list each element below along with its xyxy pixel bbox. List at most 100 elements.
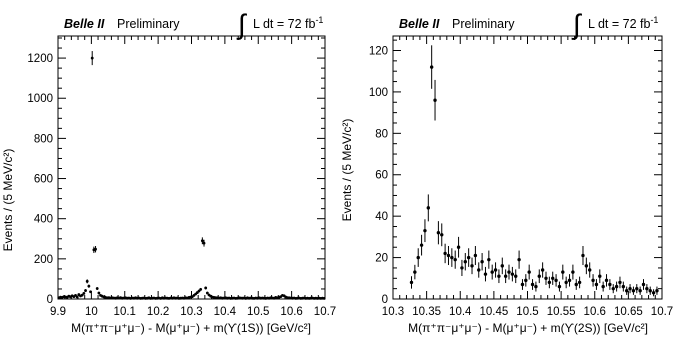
marker [554, 278, 558, 283]
marker [87, 284, 91, 288]
right-x-tick-label: 10.55 [547, 306, 576, 318]
marker [205, 291, 209, 295]
panel-right: Belle II Preliminary ∫ L dt = 72 fb-1 10… [340, 9, 673, 335]
marker [500, 264, 504, 268]
data-point [490, 264, 494, 280]
marker [621, 284, 626, 289]
marker [90, 56, 94, 60]
data-point [443, 243, 447, 264]
marker [584, 264, 589, 268]
axes-left: 9.9 10 10.1 10.2 10.3 10.4 10.5 10.6 10.7 0 200 400… [27, 36, 336, 318]
left-y-tick-label: 0 [47, 294, 53, 306]
marker [561, 270, 565, 274]
marker [588, 268, 592, 272]
data-point [419, 234, 424, 256]
data-point [571, 264, 575, 280]
marker [480, 260, 484, 264]
data-points-right [409, 45, 659, 297]
axes-right: 10.3 10.35 10.4 10.45 10.5 10.55 10.6 10.65 10.7… [369, 36, 673, 318]
data-point [322, 296, 326, 300]
right-y-tick-label: 80 [375, 128, 388, 140]
left-x-tick-label: 10.3 [180, 306, 202, 318]
integral-sign-left: ∫ [236, 9, 248, 40]
data-point [651, 289, 656, 297]
marker [537, 274, 541, 278]
marker [89, 290, 92, 294]
data-point [480, 253, 484, 271]
left-y-tick-label: 600 [34, 174, 53, 186]
marker [433, 98, 437, 102]
data-point [564, 276, 568, 289]
data-point [598, 269, 602, 284]
marker [544, 276, 548, 280]
status-label-left: Preliminary [117, 17, 180, 31]
marker [453, 257, 457, 262]
left-x-tick-label: 10.2 [147, 306, 169, 318]
right-x-tick-label: 10.3 [382, 306, 404, 318]
data-point [450, 248, 454, 267]
data-point [534, 281, 538, 292]
data-point [409, 276, 414, 289]
marker [429, 65, 434, 69]
data-point [601, 281, 605, 292]
data-point [456, 236, 461, 258]
right-x-tick-label: 10.7 [651, 306, 673, 318]
marker [85, 279, 89, 283]
plot-frame-right [392, 35, 663, 300]
data-point [205, 291, 209, 295]
data-point [561, 264, 565, 280]
luminosity-label-right: L dt = 72 fb-1 [588, 15, 658, 31]
data-point [514, 269, 518, 284]
right-x-tick-label: 10.6 [584, 306, 606, 318]
data-point [547, 276, 552, 289]
data-point [574, 279, 578, 290]
data-point [524, 274, 528, 287]
data-point [199, 287, 203, 291]
marker [450, 255, 454, 260]
data-point [82, 291, 86, 295]
luminosity-exponent-right: -1 [650, 15, 658, 25]
right-x-tick-label: 10.45 [479, 306, 508, 318]
marker [527, 270, 531, 274]
data-point [466, 248, 471, 267]
data-point [95, 287, 99, 290]
marker [645, 286, 649, 291]
marker [200, 239, 204, 243]
data-point [493, 262, 498, 278]
data-point [530, 279, 535, 290]
data-point [648, 286, 652, 295]
marker [470, 264, 474, 268]
marker [456, 245, 461, 249]
marker [517, 257, 521, 262]
marker [514, 274, 518, 278]
marker [551, 276, 555, 280]
panel-left: Belle II Preliminary ∫ L dt = 72 fb-1 9.… [1, 9, 336, 335]
marker [507, 270, 511, 274]
data-point [621, 281, 626, 292]
left-y-tick-label: 1200 [27, 53, 53, 65]
right-y-tick-label: 20 [375, 253, 388, 265]
data-point [628, 284, 632, 294]
marker [490, 270, 494, 274]
left-y-tick-label: 1000 [27, 93, 53, 105]
data-point [446, 245, 451, 266]
marker [604, 278, 609, 283]
left-x-tick-label: 9.9 [50, 306, 66, 318]
data-point [84, 289, 87, 292]
marker [510, 272, 515, 276]
marker [581, 253, 585, 258]
data-point [544, 271, 548, 285]
data-point [631, 286, 636, 295]
marker [547, 280, 552, 285]
marker [577, 280, 582, 285]
marker [463, 260, 467, 264]
marker [503, 274, 508, 278]
marker [413, 270, 417, 274]
marker [638, 289, 642, 293]
integral-sign-right: ∫ [571, 9, 583, 40]
left-x-tick-label: 10.1 [114, 306, 136, 318]
data-point [604, 274, 609, 287]
left-x-tick-label: 10.4 [214, 306, 237, 318]
data-point [594, 279, 599, 290]
marker [648, 289, 652, 293]
